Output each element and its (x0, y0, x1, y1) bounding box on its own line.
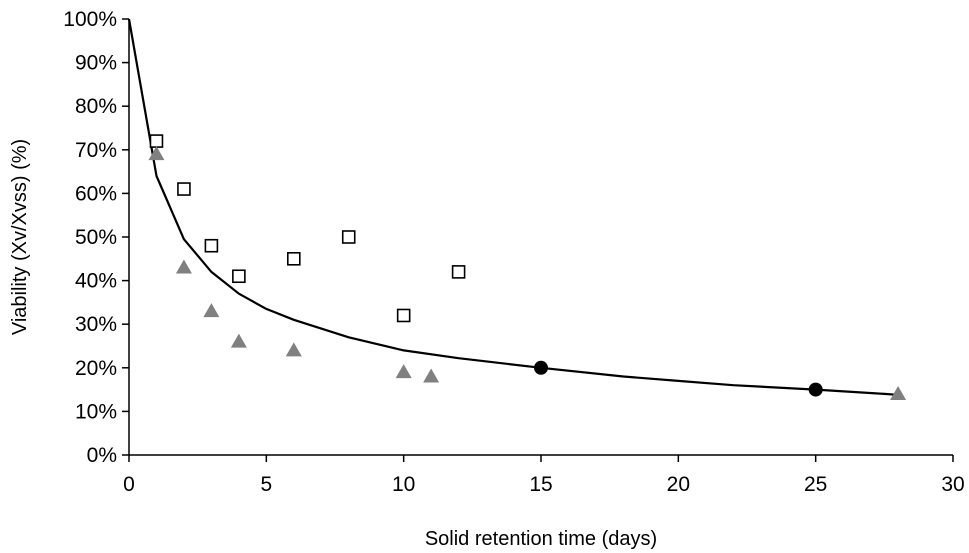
triangle-point (395, 364, 412, 379)
square-point (286, 252, 301, 266)
triangle-point (203, 303, 220, 318)
circle-point (534, 360, 548, 375)
square-point (341, 230, 356, 244)
y-tick-label: 80% (75, 95, 117, 118)
circle-point (808, 382, 823, 397)
y-axis-title: Viability (Xv/Xvss) (%) (9, 139, 31, 335)
square-point (232, 269, 246, 284)
square-point (451, 265, 466, 279)
x-tick-label: 15 (529, 473, 552, 496)
x-axis-title: Solid retention time (days) (425, 528, 657, 550)
marker-layer (148, 134, 907, 400)
y-tick-label: 70% (75, 139, 117, 162)
y-tick-label: 30% (75, 313, 117, 336)
fit-curve (127, 18, 899, 396)
square-point (396, 308, 411, 323)
square-point (149, 134, 164, 148)
y-tick-label: 10% (75, 400, 117, 423)
x-tick-label: 0 (123, 473, 135, 496)
square-point (177, 182, 191, 196)
y-tick-label: 60% (75, 182, 117, 205)
y-tick-label: 90% (75, 52, 117, 75)
triangle-point (423, 368, 440, 383)
x-tick-label: 5 (260, 473, 272, 496)
fit-curve-layer (127, 18, 899, 396)
triangle-point (175, 259, 192, 274)
x-ticks: 0 5 10 15 20 25 30 (123, 455, 965, 496)
triangle-point (285, 342, 302, 357)
y-tick-label: 50% (75, 226, 117, 249)
x-tick-label: 30 (941, 473, 964, 496)
y-ticks: 0% 10% 20% 30% 40% 50% 60% 70% 80% 90% 100% (63, 8, 129, 467)
y-tick-label: 100% (63, 8, 117, 31)
y-tick-label: 40% (75, 270, 117, 293)
triangle-point (230, 333, 247, 348)
y-tick-label: 20% (75, 357, 117, 380)
triangle-point (890, 385, 907, 400)
triangle-point (148, 146, 165, 161)
square-point (204, 238, 219, 253)
x-tick-label: 20 (667, 473, 690, 496)
x-tick-label: 10 (392, 473, 415, 496)
y-tick-label: 0% (87, 444, 117, 467)
x-tick-label: 25 (804, 473, 827, 496)
